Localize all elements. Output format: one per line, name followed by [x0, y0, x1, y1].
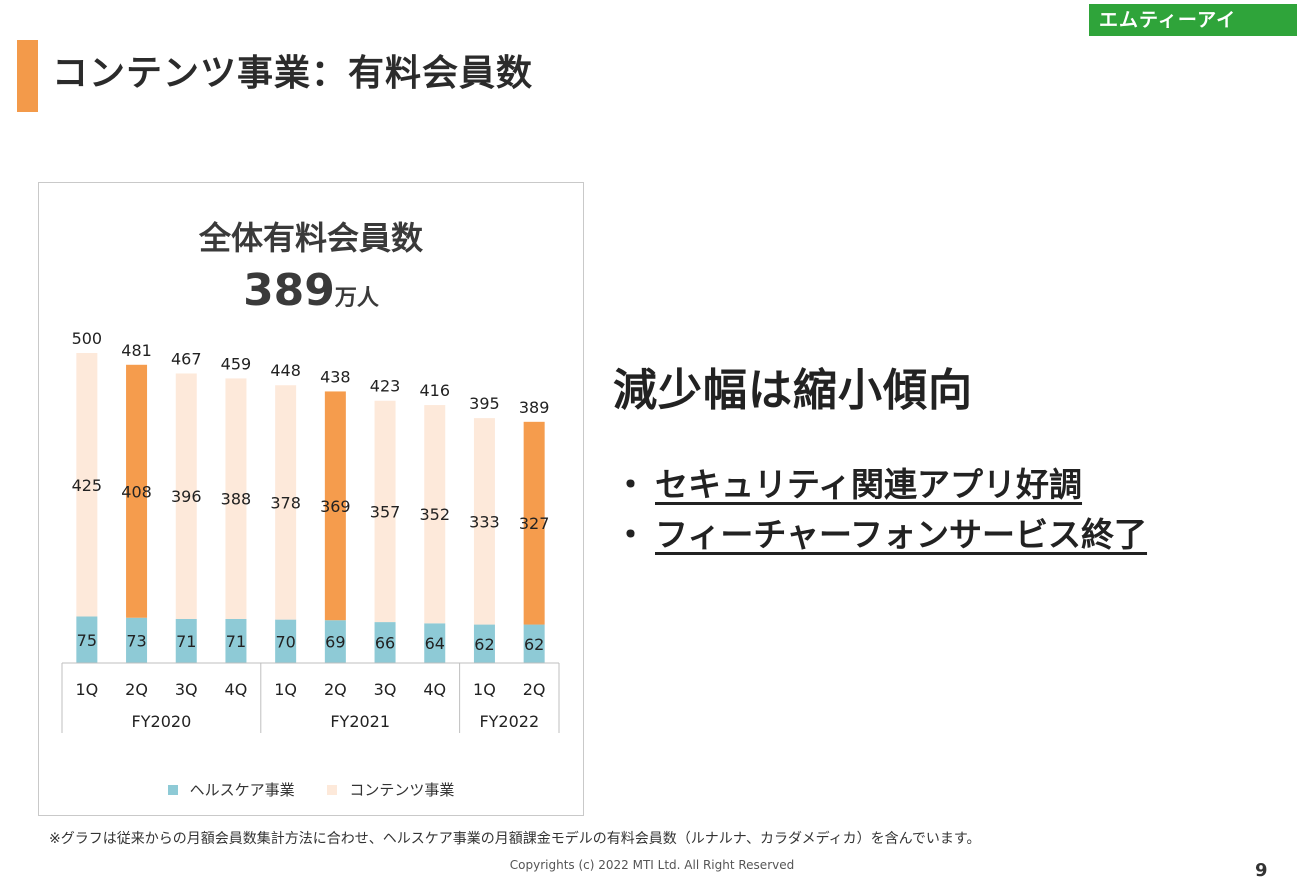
data-label-healthcare-3: 71 — [226, 632, 246, 651]
x-tick-label-0: 1Q — [75, 680, 98, 699]
x-tick-label-8: 1Q — [473, 680, 496, 699]
legend-label-healthcare: ヘルスケア事業 — [189, 781, 295, 799]
data-label-healthcare-7: 64 — [425, 634, 445, 653]
data-label-healthcare-2: 71 — [176, 632, 196, 651]
chart-title: 全体有料会員数 — [198, 219, 423, 257]
data-label-total-4: 448 — [270, 361, 301, 380]
bar-healthcare-7 — [424, 623, 446, 663]
x-group-label-0: FY2020 — [132, 712, 192, 731]
data-label-total-1: 481 — [121, 341, 152, 360]
data-label-contents-7: 352 — [419, 505, 450, 524]
bullet-2: ・フィーチャーフォンサービス終了 — [614, 508, 1147, 556]
bar-contents-2 — [175, 373, 197, 619]
bar-healthcare-5 — [324, 620, 346, 663]
data-label-contents-2: 396 — [171, 487, 202, 506]
chart-legend: ヘルスケア事業 コンテンツ事業 — [39, 779, 583, 800]
data-label-healthcare-8: 62 — [474, 635, 494, 654]
data-label-healthcare-0: 75 — [77, 631, 97, 650]
data-label-total-3: 459 — [221, 354, 252, 373]
data-label-healthcare-4: 70 — [275, 632, 295, 651]
bar-contents-1 — [126, 364, 148, 618]
bar-healthcare-2 — [175, 618, 197, 663]
stacked-bar-chart: 75 425 500 1Q 73 408 481 2Q 71 396 467 3Q 71 388 459 4Q… — [61, 329, 560, 733]
bar-contents-0 — [76, 353, 98, 617]
page-number: 9 — [1255, 860, 1268, 881]
copyright: Copyrights (c) 2022 MTI Ltd. All Right R… — [509, 858, 795, 872]
data-label-contents-9: 327 — [519, 514, 550, 533]
legend-item-contents: コンテンツ事業 — [327, 779, 454, 800]
data-label-total-6: 423 — [370, 377, 401, 396]
data-label-total-2: 467 — [171, 349, 202, 368]
headline: 減少幅は縮小傾向 — [613, 365, 973, 416]
x-group-label-2: FY2022 — [479, 712, 539, 731]
bar-healthcare-6 — [374, 622, 396, 663]
bar-healthcare-4 — [275, 619, 297, 663]
data-label-contents-5: 369 — [320, 497, 351, 516]
x-tick-label-2: 3Q — [175, 680, 198, 699]
data-label-contents-6: 357 — [370, 502, 401, 521]
bar-contents-7 — [424, 405, 446, 624]
bar-contents-5 — [324, 391, 346, 621]
legend-item-healthcare: ヘルスケア事業 — [167, 779, 295, 800]
bar-contents-8 — [473, 418, 495, 625]
data-label-contents-3: 388 — [221, 490, 252, 509]
data-label-total-0: 500 — [72, 329, 103, 348]
legend-swatch-contents — [327, 784, 338, 795]
bar-contents-6 — [374, 400, 396, 623]
company-logo: エムティーアイ — [1089, 4, 1297, 36]
data-label-healthcare-5: 69 — [325, 633, 345, 652]
bullet-1-text: セキュリティ関連アプリ好調 — [655, 465, 1083, 504]
page-title: コンテンツ事業：有料会員数 — [52, 53, 534, 94]
chart-total-value: 389 — [243, 265, 335, 316]
x-tick-label-4: 1Q — [274, 680, 297, 699]
data-label-total-5: 438 — [320, 367, 351, 386]
bullet-2-mark: ・ — [614, 515, 647, 554]
chart-total-unit: 万人 — [334, 286, 379, 311]
x-tick-label-9: 2Q — [523, 680, 546, 699]
x-tick-label-1: 2Q — [125, 680, 148, 699]
bar-healthcare-3 — [225, 618, 247, 663]
chart-panel: 全体有料会員数 389万人 75 425 500 1Q 73 408 481 2Q 71 396 4… — [38, 182, 584, 816]
bar-contents-9 — [523, 421, 545, 625]
data-label-total-9: 389 — [519, 398, 550, 417]
legend-label-contents: コンテンツ事業 — [349, 781, 455, 799]
bullet-1-mark: ・ — [614, 465, 647, 504]
bullet-2-text: フィーチャーフォンサービス終了 — [655, 515, 1148, 554]
bullet-1: ・セキュリティ関連アプリ好調 — [614, 458, 1082, 506]
data-label-contents-1: 408 — [121, 482, 152, 501]
footnote: ※グラフは従来からの月額会員数集計方法に合わせ、ヘルスケア事業の月額課金モデルの… — [49, 831, 981, 847]
legend-swatch-healthcare — [167, 784, 178, 795]
data-label-total-8: 395 — [469, 394, 500, 413]
data-label-contents-4: 378 — [270, 493, 301, 512]
data-label-contents-8: 333 — [469, 512, 500, 531]
bar-contents-4 — [275, 385, 297, 620]
bar-healthcare-9 — [523, 624, 545, 663]
bar-healthcare-1 — [126, 617, 148, 663]
x-tick-label-5: 2Q — [324, 680, 347, 699]
data-label-total-7: 416 — [419, 381, 450, 400]
bar-contents-3 — [225, 378, 247, 619]
x-tick-label-6: 3Q — [374, 680, 397, 699]
data-label-healthcare-1: 73 — [126, 631, 146, 650]
x-group-label-1: FY2021 — [330, 712, 390, 731]
bar-healthcare-0 — [76, 616, 98, 663]
title-accent-bar — [17, 40, 38, 112]
chart-total: 389万人 — [39, 265, 583, 316]
bar-healthcare-8 — [473, 624, 495, 663]
data-label-healthcare-9: 62 — [524, 635, 544, 654]
data-label-healthcare-6: 66 — [375, 634, 395, 653]
x-tick-label-3: 4Q — [225, 680, 248, 699]
data-label-contents-0: 425 — [72, 476, 103, 495]
x-tick-label-7: 4Q — [423, 680, 446, 699]
